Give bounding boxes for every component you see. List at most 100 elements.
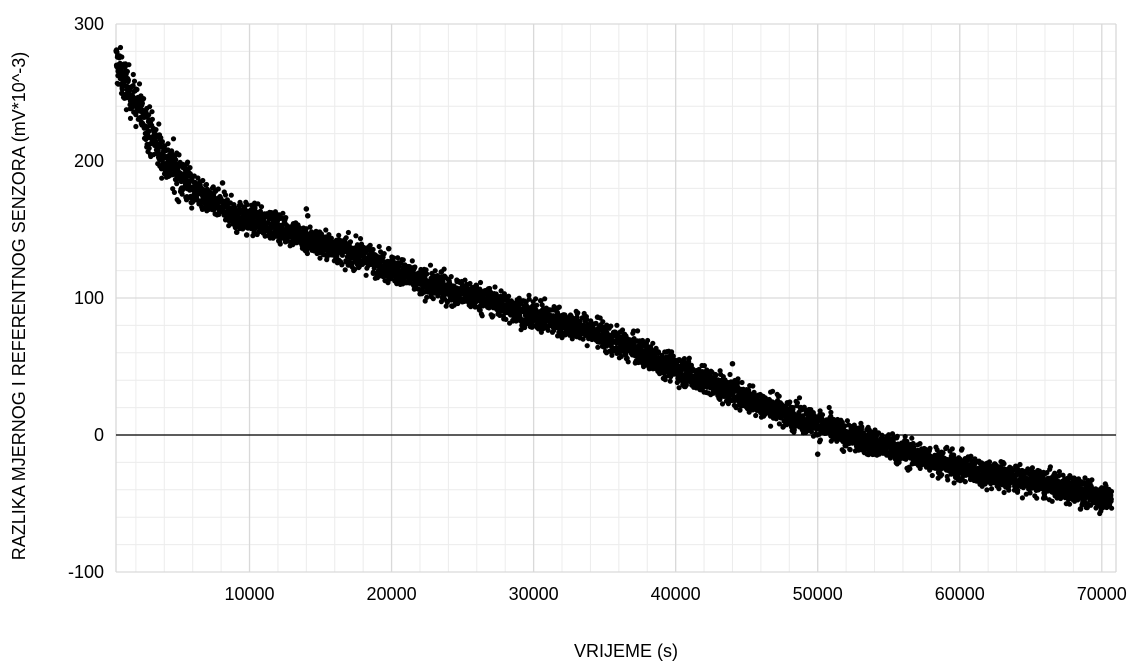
data-point	[894, 433, 900, 439]
data-point	[479, 313, 485, 319]
data-point	[650, 340, 656, 346]
data-point	[328, 235, 334, 241]
data-point	[945, 477, 951, 483]
data-point	[917, 441, 923, 447]
data-point	[595, 344, 601, 350]
data-point	[1056, 469, 1062, 475]
data-point	[1047, 464, 1053, 470]
data-point	[477, 279, 484, 286]
major-grid	[115, 23, 1117, 573]
data-point	[859, 424, 865, 430]
data-point	[713, 372, 719, 378]
data-point	[794, 400, 801, 406]
data-point	[492, 284, 498, 290]
data-point	[1019, 495, 1025, 501]
data-point	[127, 115, 134, 121]
data-point	[503, 316, 509, 322]
data-point	[424, 294, 430, 300]
data-point	[440, 279, 446, 286]
data-point	[277, 241, 283, 247]
data-point	[790, 406, 796, 412]
data-point	[841, 448, 847, 454]
data-point	[662, 377, 668, 383]
data-point	[750, 383, 756, 389]
data-point	[735, 380, 741, 386]
data-point	[203, 181, 210, 188]
data-point	[526, 296, 532, 302]
data-point	[381, 251, 387, 257]
data-point	[768, 423, 774, 429]
data-point	[545, 327, 551, 333]
data-point	[927, 445, 933, 451]
data-point	[635, 359, 642, 366]
data-point	[569, 336, 575, 342]
data-point	[1067, 501, 1073, 507]
data-point	[462, 277, 468, 283]
data-point	[156, 121, 162, 127]
data-point	[575, 310, 581, 316]
data-point	[934, 447, 940, 453]
data-point	[776, 421, 783, 427]
data-point	[184, 194, 190, 200]
data-point	[683, 382, 690, 388]
data-point	[539, 302, 545, 308]
data-point	[1001, 489, 1007, 496]
data-point	[600, 319, 606, 325]
data-point	[342, 267, 348, 273]
data-point	[367, 242, 373, 248]
data-point	[639, 337, 646, 344]
data-point	[171, 189, 177, 195]
data-point	[791, 427, 797, 433]
data-point	[1027, 490, 1033, 496]
data-point	[704, 367, 710, 373]
data-point	[244, 202, 250, 208]
data-point	[1052, 470, 1058, 476]
data-point	[477, 307, 483, 313]
data-point	[179, 191, 185, 197]
data-point	[1082, 475, 1088, 481]
data-point	[174, 181, 180, 187]
data-point	[1015, 487, 1021, 493]
data-point	[134, 86, 140, 93]
data-point	[828, 409, 834, 415]
data-point	[593, 320, 599, 326]
data-point	[343, 235, 349, 241]
data-point	[996, 486, 1002, 492]
data-point	[195, 175, 201, 181]
data-point	[951, 480, 957, 486]
data-point	[126, 62, 132, 68]
data-point	[430, 296, 436, 302]
data-point	[555, 312, 561, 318]
data-point	[753, 412, 759, 419]
data-point	[817, 437, 824, 443]
data-point	[506, 293, 512, 299]
data-point	[448, 274, 454, 280]
data-point	[984, 487, 990, 493]
data-point	[1006, 487, 1012, 493]
data-point	[909, 435, 915, 441]
data-point	[609, 352, 615, 358]
data-point	[989, 486, 995, 492]
data-point	[584, 316, 590, 323]
data-point	[847, 447, 853, 453]
data-point	[323, 227, 329, 233]
data-point	[363, 272, 369, 278]
data-point	[907, 466, 913, 472]
data-point	[185, 159, 191, 165]
data-point	[200, 177, 206, 184]
data-point	[940, 450, 946, 456]
data-point	[844, 418, 851, 424]
data-point	[427, 262, 434, 268]
data-point	[584, 343, 590, 349]
data-point	[424, 271, 430, 277]
data-point	[739, 379, 745, 386]
data-point	[733, 405, 739, 411]
data-point	[339, 261, 345, 267]
data-point	[400, 257, 406, 263]
data-point	[158, 135, 164, 141]
data-point	[526, 292, 532, 298]
data-point	[776, 393, 782, 399]
data-point	[735, 376, 741, 382]
data-point	[283, 215, 289, 221]
data-point	[149, 109, 155, 115]
